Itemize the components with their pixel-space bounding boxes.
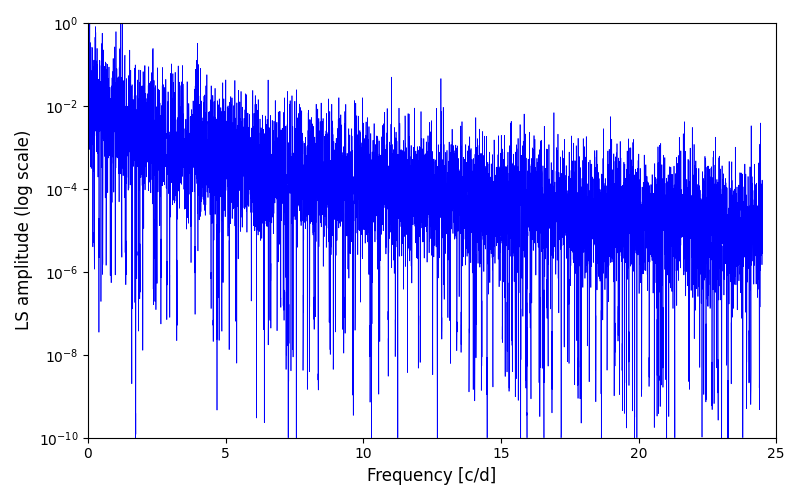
Y-axis label: LS amplitude (log scale): LS amplitude (log scale): [15, 130, 33, 330]
X-axis label: Frequency [c/d]: Frequency [c/d]: [367, 467, 497, 485]
